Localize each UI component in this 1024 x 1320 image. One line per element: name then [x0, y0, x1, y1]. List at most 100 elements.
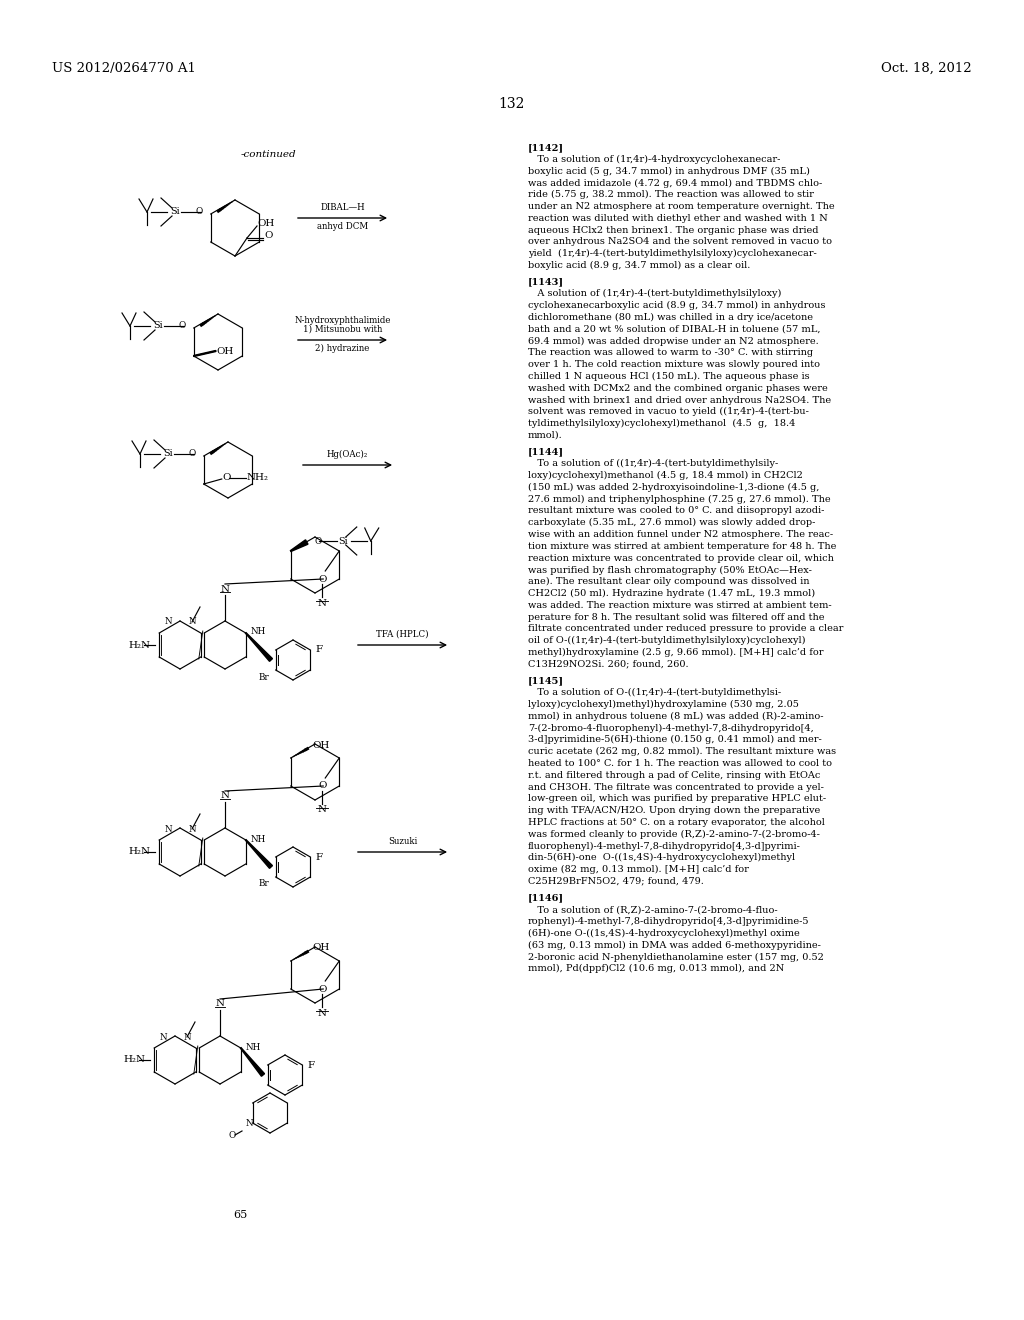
Text: N: N	[188, 618, 196, 627]
Text: Oct. 18, 2012: Oct. 18, 2012	[882, 62, 972, 75]
Text: NH₂: NH₂	[247, 474, 268, 483]
Text: OH: OH	[312, 741, 330, 750]
Text: TFA (HPLC): TFA (HPLC)	[376, 630, 429, 639]
Text: C13H29NO2Si. 260; found, 260.: C13H29NO2Si. 260; found, 260.	[528, 660, 688, 669]
Text: Si: Si	[154, 322, 163, 330]
Text: O: O	[179, 322, 186, 330]
Polygon shape	[241, 1048, 264, 1076]
Text: Si: Si	[338, 536, 347, 545]
Text: Suzuki: Suzuki	[388, 837, 417, 846]
Text: [1144]: [1144]	[528, 447, 564, 457]
Text: tyldimethylsilyloxy)cyclohexyl)methanol  (4.5  g,  18.4: tyldimethylsilyloxy)cyclohexyl)methanol …	[528, 420, 796, 428]
Text: O: O	[196, 207, 203, 216]
Text: Si: Si	[170, 207, 180, 216]
Text: under an N2 atmosphere at room temperature overnight. The: under an N2 atmosphere at room temperatu…	[528, 202, 835, 211]
Polygon shape	[194, 351, 216, 356]
Text: O: O	[318, 574, 327, 583]
Text: 27.6 mmol) and triphenylphosphine (7.25 g, 27.6 mmol). The: 27.6 mmol) and triphenylphosphine (7.25 …	[528, 495, 830, 504]
Text: [1142]: [1142]	[528, 143, 564, 152]
Text: [1146]: [1146]	[528, 894, 564, 903]
Text: (150 mL) was added 2-hydroxyisoindoline-1,3-dione (4.5 g,: (150 mL) was added 2-hydroxyisoindoline-…	[528, 483, 819, 492]
Text: boxylic acid (8.9 g, 34.7 mmol) as a clear oil.: boxylic acid (8.9 g, 34.7 mmol) as a cle…	[528, 261, 751, 271]
Text: F: F	[307, 1060, 314, 1069]
Text: reaction was diluted with diethyl ether and washed with 1 N: reaction was diluted with diethyl ether …	[528, 214, 827, 223]
Text: O: O	[228, 1130, 236, 1139]
Text: Br: Br	[258, 879, 269, 888]
Text: boxylic acid (5 g, 34.7 mmol) in anhydrous DMF (35 mL): boxylic acid (5 g, 34.7 mmol) in anhydro…	[528, 166, 810, 176]
Text: anhyd DCM: anhyd DCM	[317, 222, 368, 231]
Text: A solution of (1r,4r)-4-(tert-butyldimethylsilyloxy): A solution of (1r,4r)-4-(tert-butyldimet…	[528, 289, 781, 298]
Text: was added. The reaction mixture was stirred at ambient tem-: was added. The reaction mixture was stir…	[528, 601, 831, 610]
Text: oxime (82 mg, 0.13 mmol). [M+H] calc’d for: oxime (82 mg, 0.13 mmol). [M+H] calc’d f…	[528, 865, 749, 874]
Text: Hg(OAc)₂: Hg(OAc)₂	[327, 450, 368, 459]
Text: was formed cleanly to provide (R,Z)-2-amino-7-(2-bromo-4-: was formed cleanly to provide (R,Z)-2-am…	[528, 830, 820, 840]
Text: curic acetate (262 mg, 0.82 mmol). The resultant mixture was: curic acetate (262 mg, 0.82 mmol). The r…	[528, 747, 837, 756]
Text: lyloxy)cyclohexyl)methyl)hydroxylamine (530 mg, 2.05: lyloxy)cyclohexyl)methyl)hydroxylamine (…	[528, 700, 799, 709]
Text: oil of O-((1r,4r)-4-(tert-butyldimethylsilyloxy)cyclohexyl): oil of O-((1r,4r)-4-(tert-butyldimethyls…	[528, 636, 806, 645]
Text: ride (5.75 g, 38.2 mmol). The reaction was allowed to stir: ride (5.75 g, 38.2 mmol). The reaction w…	[528, 190, 814, 199]
Text: HPLC fractions at 50° C. on a rotary evaporator, the alcohol: HPLC fractions at 50° C. on a rotary eva…	[528, 818, 825, 826]
Text: N: N	[317, 598, 327, 607]
Text: filtrate concentrated under reduced pressure to provide a clear: filtrate concentrated under reduced pres…	[528, 624, 844, 634]
Text: N-hydroxyphthalimide: N-hydroxyphthalimide	[294, 315, 391, 325]
Text: F: F	[315, 853, 323, 862]
Text: heated to 100° C. for 1 h. The reaction was allowed to cool to: heated to 100° C. for 1 h. The reaction …	[528, 759, 831, 768]
Text: tion mixture was stirred at ambient temperature for 48 h. The: tion mixture was stirred at ambient temp…	[528, 541, 837, 550]
Text: N: N	[159, 1032, 167, 1041]
Text: OH: OH	[312, 944, 330, 953]
Text: NH: NH	[246, 1043, 261, 1052]
Text: mmol) in anhydrous toluene (8 mL) was added (R)-2-amino-: mmol) in anhydrous toluene (8 mL) was ad…	[528, 711, 823, 721]
Text: [1143]: [1143]	[528, 277, 564, 286]
Polygon shape	[291, 540, 308, 552]
Text: The reaction was allowed to warm to -30° C. with stirring: The reaction was allowed to warm to -30°…	[528, 348, 813, 358]
Text: To a solution of ((1r,4r)-4-(tert-butyldimethylsily-: To a solution of ((1r,4r)-4-(tert-butyld…	[528, 459, 778, 469]
Text: DIBAL—H: DIBAL—H	[321, 203, 365, 213]
Text: methyl)hydroxylamine (2.5 g, 9.66 mmol). [M+H] calc’d for: methyl)hydroxylamine (2.5 g, 9.66 mmol).…	[528, 648, 823, 657]
Text: bath and a 20 wt % solution of DIBAL-H in toluene (57 mL,: bath and a 20 wt % solution of DIBAL-H i…	[528, 325, 820, 334]
Text: aqueous HClx2 then brinex1. The organic phase was dried: aqueous HClx2 then brinex1. The organic …	[528, 226, 818, 235]
Text: N: N	[317, 1008, 327, 1018]
Text: low-green oil, which was purified by preparative HPLC elut-: low-green oil, which was purified by pre…	[528, 795, 826, 804]
Polygon shape	[246, 632, 272, 661]
Text: solvent was removed in vacuo to yield ((1r,4r)-4-(tert-bu-: solvent was removed in vacuo to yield ((…	[528, 408, 809, 416]
Text: [1145]: [1145]	[528, 676, 564, 685]
Text: resultant mixture was cooled to 0° C. and diisopropyl azodi-: resultant mixture was cooled to 0° C. an…	[528, 507, 824, 515]
Text: N: N	[220, 792, 229, 800]
Text: To a solution of (1r,4r)-4-hydroxycyclohexanecar-: To a solution of (1r,4r)-4-hydroxycycloh…	[528, 154, 780, 164]
Text: N: N	[220, 585, 229, 594]
Text: was added imidazole (4.72 g, 69.4 mmol) and TBDMS chlo-: was added imidazole (4.72 g, 69.4 mmol) …	[528, 178, 822, 187]
Polygon shape	[246, 840, 272, 869]
Text: To a solution of O-((1r,4r)-4-(tert-butyldimethylsi-: To a solution of O-((1r,4r)-4-(tert-buty…	[528, 688, 781, 697]
Text: O: O	[314, 536, 322, 545]
Text: N: N	[164, 825, 172, 833]
Text: -continued: -continued	[241, 150, 296, 158]
Text: US 2012/0264770 A1: US 2012/0264770 A1	[52, 62, 196, 75]
Text: rophenyl)-4-methyl-7,8-dihydropyrido[4,3-d]pyrimidine-5: rophenyl)-4-methyl-7,8-dihydropyrido[4,3…	[528, 917, 810, 927]
Text: NH: NH	[251, 834, 266, 843]
Text: was purified by flash chromatography (50% EtOAc—Hex-: was purified by flash chromatography (50…	[528, 565, 812, 574]
Text: and CH3OH. The filtrate was concentrated to provide a yel-: and CH3OH. The filtrate was concentrated…	[528, 783, 824, 792]
Text: ing with TFA/ACN/H2O. Upon drying down the preparative: ing with TFA/ACN/H2O. Upon drying down t…	[528, 807, 820, 816]
Text: O: O	[264, 231, 272, 240]
Text: 65: 65	[232, 1210, 247, 1220]
Text: loxy)cyclohexyl)methanol (4.5 g, 18.4 mmol) in CH2Cl2: loxy)cyclohexyl)methanol (4.5 g, 18.4 mm…	[528, 471, 803, 480]
Text: 2) hydrazine: 2) hydrazine	[315, 345, 370, 354]
Text: O: O	[318, 985, 327, 994]
Text: N: N	[317, 805, 327, 814]
Text: mmol), Pd(dppf)Cl2 (10.6 mg, 0.013 mmol), and 2N: mmol), Pd(dppf)Cl2 (10.6 mg, 0.013 mmol)…	[528, 965, 784, 973]
Text: N: N	[188, 825, 196, 833]
Text: C25H29BrFN5O2, 479; found, 479.: C25H29BrFN5O2, 479; found, 479.	[528, 876, 703, 886]
Text: N: N	[245, 1118, 253, 1127]
Text: over 1 h. The cold reaction mixture was slowly poured into: over 1 h. The cold reaction mixture was …	[528, 360, 820, 370]
Text: perature for 8 h. The resultant solid was filtered off and the: perature for 8 h. The resultant solid wa…	[528, 612, 824, 622]
Text: H₂N: H₂N	[128, 640, 150, 649]
Text: CH2Cl2 (50 ml). Hydrazine hydrate (1.47 mL, 19.3 mmol): CH2Cl2 (50 ml). Hydrazine hydrate (1.47 …	[528, 589, 815, 598]
Text: wise with an addition funnel under N2 atmosphere. The reac-: wise with an addition funnel under N2 at…	[528, 531, 834, 539]
Text: To a solution of (R,Z)-2-amino-7-(2-bromo-4-fluo-: To a solution of (R,Z)-2-amino-7-(2-brom…	[528, 906, 777, 915]
Text: N: N	[164, 618, 172, 627]
Text: OH: OH	[257, 219, 274, 228]
Text: (63 mg, 0.13 mmol) in DMA was added 6-methoxypyridine-: (63 mg, 0.13 mmol) in DMA was added 6-me…	[528, 941, 821, 950]
Text: (6H)-one O-((1s,4S)-4-hydroxycyclohexyl)methyl oxime: (6H)-one O-((1s,4S)-4-hydroxycyclohexyl)…	[528, 929, 800, 939]
Text: N: N	[215, 999, 224, 1008]
Text: 1) Mitsunobu with: 1) Mitsunobu with	[303, 325, 382, 334]
